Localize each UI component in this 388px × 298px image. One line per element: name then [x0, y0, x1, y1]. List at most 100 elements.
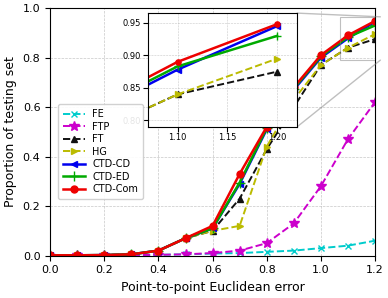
FE [291, 249, 296, 252]
FTP [129, 253, 134, 257]
CTD-ED [319, 55, 323, 58]
X-axis label: Point-to-point Euclidean error: Point-to-point Euclidean error [121, 281, 305, 294]
FT [48, 254, 52, 257]
FE [210, 252, 215, 255]
FE [237, 251, 242, 255]
FT [75, 254, 80, 257]
HG [372, 32, 377, 36]
FE [264, 250, 269, 254]
FE [346, 244, 350, 247]
HG [102, 253, 107, 257]
FTP [102, 254, 107, 257]
CTD-Com [346, 34, 350, 37]
CTD-ED [75, 254, 80, 257]
Line: HG: HG [47, 31, 378, 259]
CTD-CD [237, 182, 242, 186]
CTD-Com [156, 249, 161, 252]
CTD-CD [156, 249, 161, 252]
FTP [183, 252, 188, 256]
HG [264, 145, 269, 148]
FE [372, 239, 377, 243]
CTD-Com [129, 252, 134, 256]
CTD-ED [156, 249, 161, 252]
FT [319, 63, 323, 67]
FT [102, 253, 107, 257]
CTD-ED [129, 252, 134, 256]
FT [183, 236, 188, 240]
CTD-CD [346, 37, 350, 40]
Line: FT: FT [47, 36, 378, 259]
CTD-CD [372, 20, 377, 24]
CTD-CD [183, 236, 188, 240]
CTD-CD [102, 253, 107, 257]
FE [102, 254, 107, 257]
FTP [75, 254, 80, 257]
FT [210, 229, 215, 233]
CTD-Com [48, 254, 52, 257]
FT [129, 252, 134, 256]
CTD-ED [237, 181, 242, 184]
CTD-ED [372, 24, 377, 27]
FT [264, 148, 269, 151]
CTD-Com [291, 86, 296, 89]
FE [183, 252, 188, 256]
CTD-ED [183, 236, 188, 240]
FT [372, 37, 377, 41]
FE [129, 253, 134, 257]
CTD-ED [102, 253, 107, 257]
HG [210, 229, 215, 233]
CTD-CD [210, 226, 215, 230]
Line: CTD-CD: CTD-CD [47, 18, 378, 259]
FTP [264, 241, 269, 245]
CTD-Com [264, 125, 269, 129]
CTD-ED [210, 226, 215, 230]
FTP [237, 249, 242, 252]
CTD-ED [291, 87, 296, 90]
CTD-Com [102, 253, 107, 257]
FTP [346, 137, 350, 141]
CTD-CD [48, 254, 52, 257]
FE [48, 254, 52, 257]
HG [129, 252, 134, 256]
HG [237, 224, 242, 228]
Bar [340, 17, 380, 60]
HG [346, 46, 350, 49]
HG [156, 249, 161, 252]
Line: CTD-ED: CTD-ED [45, 21, 380, 260]
FTP [156, 253, 161, 257]
CTD-Com [237, 172, 242, 176]
Line: FE: FE [47, 237, 378, 259]
FE [75, 254, 80, 257]
CTD-Com [183, 236, 188, 240]
CTD-CD [75, 254, 80, 257]
Line: FTP: FTP [45, 97, 380, 260]
CTD-Com [319, 53, 323, 57]
Y-axis label: Proportion of testing set: Proportion of testing set [4, 56, 17, 207]
FTP [291, 222, 296, 225]
CTD-CD [129, 252, 134, 256]
FE [156, 253, 161, 257]
CTD-Com [372, 19, 377, 23]
CTD-Com [210, 224, 215, 228]
CTD-CD [291, 88, 296, 91]
HG [319, 63, 323, 67]
HG [48, 254, 52, 257]
CTD-CD [319, 56, 323, 59]
CTD-Com [75, 254, 80, 257]
FT [346, 46, 350, 49]
FTP [319, 184, 323, 188]
FT [237, 197, 242, 201]
FT [291, 105, 296, 109]
CTD-ED [264, 126, 269, 130]
Legend: FE, FTP, FT, HG, CTD-CD, CTD-ED, CTD-Com: FE, FTP, FT, HG, CTD-CD, CTD-ED, CTD-Com [58, 105, 143, 199]
FE [319, 246, 323, 250]
CTD-ED [48, 254, 52, 257]
HG [183, 236, 188, 240]
Line: CTD-Com: CTD-Com [47, 18, 378, 259]
FTP [372, 100, 377, 104]
FT [156, 249, 161, 252]
HG [291, 98, 296, 102]
FTP [48, 254, 52, 257]
CTD-ED [346, 35, 350, 39]
CTD-CD [264, 128, 269, 131]
